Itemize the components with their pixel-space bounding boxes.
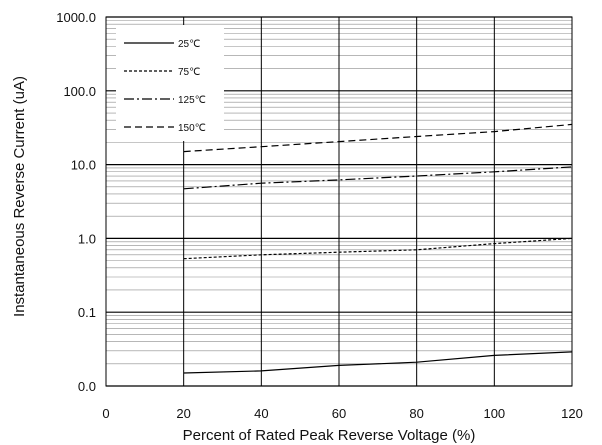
- x-tick-label: 100: [483, 406, 505, 421]
- legend-label: 75℃: [178, 67, 200, 78]
- y-tick-label: 1.0: [78, 231, 96, 246]
- x-axis-title: Percent of Rated Peak Reverse Voltage (%…: [183, 427, 476, 444]
- y-tick-label: 0.0: [78, 379, 96, 394]
- y-axis-title: Instantaneous Reverse Current (uA): [11, 76, 28, 317]
- x-tick-labels: 0 20 40 60 80 100 120: [102, 406, 582, 421]
- legend: 25℃ 75℃ 125℃ 150℃: [116, 25, 224, 141]
- x-tick-label: 60: [332, 406, 346, 421]
- legend-box: [116, 25, 224, 141]
- x-tick-label: 0: [102, 406, 109, 421]
- y-tick-labels: 0.0 0.1 1.0 10.0 100.0 1000.0: [56, 10, 96, 394]
- legend-label: 150℃: [178, 123, 206, 134]
- legend-label: 25℃: [178, 39, 200, 50]
- series-line: [183, 237, 573, 260]
- y-tick-label: 0.1: [78, 305, 96, 320]
- x-tick-label: 20: [176, 406, 190, 421]
- x-tick-label: 40: [254, 406, 268, 421]
- y-tick-label: 100.0: [63, 84, 96, 99]
- y-tick-label: 1000.0: [56, 10, 96, 25]
- series-line: [183, 166, 573, 190]
- series-line: [183, 123, 573, 153]
- plot-frame: [105, 16, 573, 387]
- legend-items: 25℃ 75℃ 125℃ 150℃: [124, 39, 206, 134]
- series-lines: [183, 123, 573, 374]
- x-tick-label: 80: [409, 406, 423, 421]
- y-tick-label: 10.0: [71, 158, 96, 173]
- legend-label: 125℃: [178, 95, 206, 106]
- series-line: [183, 351, 573, 374]
- x-tick-label: 120: [561, 406, 583, 421]
